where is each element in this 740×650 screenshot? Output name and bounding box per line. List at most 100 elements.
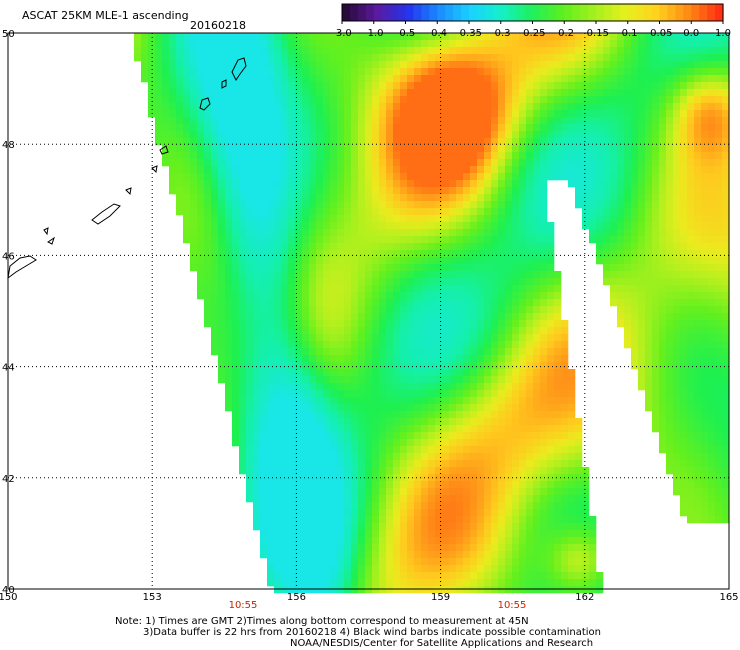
data-cell — [204, 131, 212, 139]
data-cell — [533, 341, 541, 349]
data-cell — [218, 33, 226, 41]
data-cell — [666, 453, 674, 461]
data-cell — [295, 229, 303, 237]
data-cell — [610, 236, 618, 244]
data-cell — [666, 187, 674, 195]
data-cell — [428, 376, 436, 384]
data-cell — [554, 68, 562, 76]
data-cell — [435, 306, 443, 314]
data-cell — [582, 96, 590, 104]
data-cell — [414, 173, 422, 181]
data-cell — [666, 138, 674, 146]
data-cell — [519, 418, 527, 426]
data-cell — [526, 488, 534, 496]
data-cell — [330, 285, 338, 293]
data-cell — [323, 355, 331, 363]
data-cell — [379, 383, 387, 391]
data-cell — [379, 124, 387, 132]
data-cell — [708, 306, 716, 314]
data-cell — [638, 264, 646, 272]
data-cell — [568, 131, 576, 139]
data-cell — [659, 159, 667, 167]
data-cell — [568, 40, 576, 48]
data-cell — [239, 166, 247, 174]
data-cell — [533, 390, 541, 398]
data-cell — [344, 320, 352, 328]
data-cell — [232, 404, 240, 412]
data-cell — [449, 292, 457, 300]
data-cell — [540, 229, 548, 237]
data-cell — [470, 327, 478, 335]
data-cell — [267, 96, 275, 104]
data-cell — [232, 397, 240, 405]
data-cell — [659, 292, 667, 300]
data-cell — [288, 138, 296, 146]
data-cell — [295, 397, 303, 405]
data-cell — [470, 425, 478, 433]
data-cell — [260, 432, 268, 440]
data-cell — [568, 516, 576, 524]
data-cell — [491, 439, 499, 447]
data-cell — [456, 390, 464, 398]
data-cell — [372, 208, 380, 216]
data-cell — [442, 523, 450, 531]
data-cell — [393, 292, 401, 300]
data-cell — [274, 138, 282, 146]
data-cell — [456, 180, 464, 188]
data-cell — [547, 411, 555, 419]
data-cell — [603, 187, 611, 195]
data-cell — [183, 61, 191, 69]
data-cell — [204, 222, 212, 230]
data-cell — [316, 390, 324, 398]
data-cell — [645, 285, 653, 293]
data-cell — [442, 271, 450, 279]
data-cell — [491, 502, 499, 510]
data-cell — [589, 166, 597, 174]
data-cell — [400, 383, 408, 391]
data-cell — [491, 390, 499, 398]
data-cell — [351, 61, 359, 69]
data-cell — [498, 201, 506, 209]
data-cell — [477, 40, 485, 48]
data-cell — [246, 292, 254, 300]
data-cell — [673, 215, 681, 223]
data-cell — [575, 418, 583, 426]
data-cell — [498, 229, 506, 237]
data-cell — [386, 124, 394, 132]
data-cell — [281, 313, 289, 321]
data-cell — [505, 159, 513, 167]
data-cell — [449, 264, 457, 272]
data-cell — [344, 215, 352, 223]
data-cell — [274, 446, 282, 454]
data-cell — [547, 33, 555, 41]
data-cell — [652, 383, 660, 391]
data-cell — [330, 418, 338, 426]
data-cell — [400, 341, 408, 349]
data-cell — [596, 68, 604, 76]
data-cell — [554, 369, 562, 377]
data-cell — [246, 180, 254, 188]
data-cell — [463, 166, 471, 174]
data-cell — [694, 131, 702, 139]
data-cell — [554, 103, 562, 111]
data-cell — [603, 47, 611, 55]
data-cell — [316, 474, 324, 482]
data-cell — [449, 75, 457, 83]
data-cell — [477, 229, 485, 237]
data-cell — [624, 313, 632, 321]
data-cell — [694, 292, 702, 300]
data-cell — [393, 89, 401, 97]
data-cell — [232, 264, 240, 272]
data-cell — [428, 502, 436, 510]
data-cell — [722, 229, 730, 237]
data-cell — [435, 432, 443, 440]
data-cell — [645, 194, 653, 202]
data-cell — [456, 173, 464, 181]
data-cell — [603, 75, 611, 83]
data-cell — [701, 425, 709, 433]
data-cell — [694, 488, 702, 496]
data-cell — [197, 236, 205, 244]
data-cell — [505, 166, 513, 174]
data-cell — [267, 516, 275, 524]
data-cell — [344, 243, 352, 251]
